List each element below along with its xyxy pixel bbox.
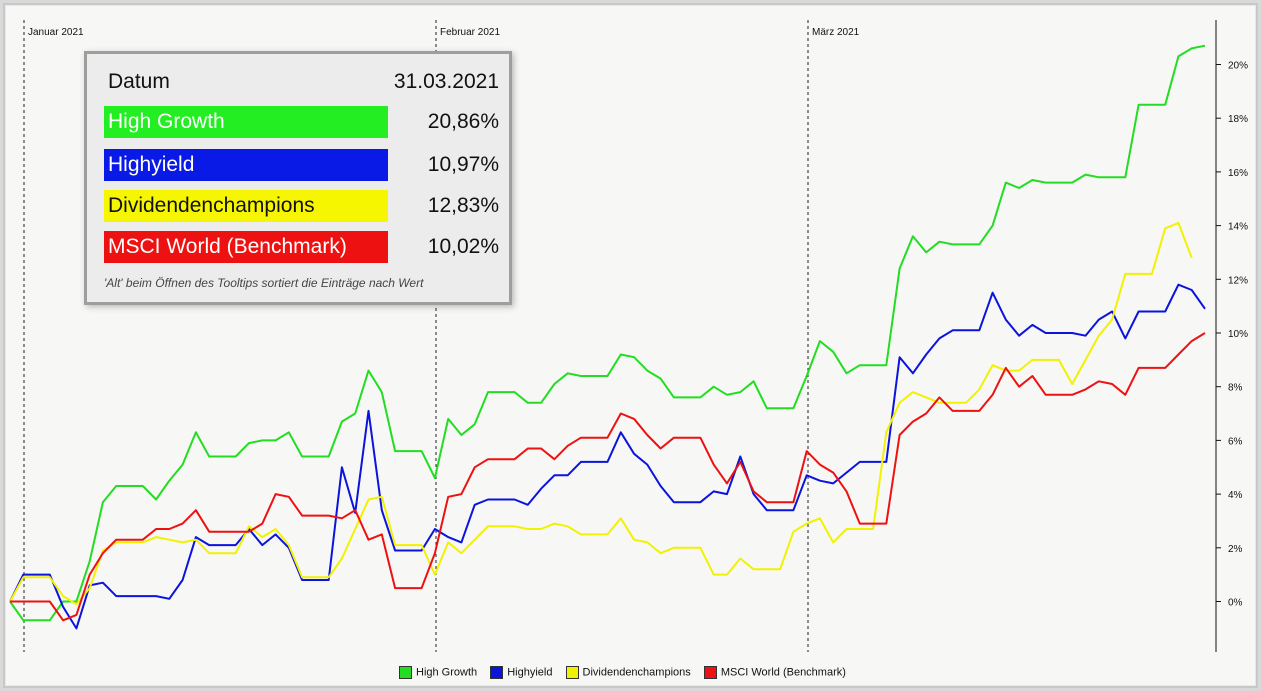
y-tick-label: 2% — [1228, 544, 1243, 555]
tooltip-row-high-growth: High Growth 20,86% — [104, 106, 499, 138]
legend-swatch — [565, 666, 579, 679]
series-line-high-growth — [9, 44, 1206, 622]
legend-label: MSCI World (Benchmark) — [720, 666, 846, 679]
legend-item-highyield[interactable]: Highyield — [490, 666, 552, 679]
tooltip-series-label: MSCI World (Benchmark) — [104, 231, 388, 263]
series-line-msci-world — [10, 332, 1206, 622]
chart-legend: High Growth Highyield Dividendenchampion… — [399, 666, 856, 682]
tooltip-hint: 'Alt' beim Öffnen des Tooltips sortiert … — [104, 276, 424, 290]
series-layer — [9, 44, 1206, 630]
tooltip-series-label: High Growth — [104, 106, 388, 138]
y-tick-label: 0% — [1228, 598, 1243, 609]
tooltip-date-row: Datum 31.03.2021 — [104, 66, 499, 98]
tooltip-series-label: Highyield — [104, 149, 388, 181]
legend-item-msci-world[interactable]: MSCI World (Benchmark) — [703, 666, 846, 679]
month-label: Januar 2021 — [28, 27, 84, 38]
legend-swatch — [703, 666, 717, 679]
legend-label: Dividendenchampions — [582, 666, 691, 679]
value-tooltip: Datum 31.03.2021 High Growth 20,86% High… — [84, 51, 512, 305]
y-tick-label: 20% — [1228, 61, 1248, 72]
y-axis: 0% 2% 4% 6% 8% 10% 12% 14% 16% 18% 20% — [1215, 20, 1248, 652]
month-label: Februar 2021 — [440, 27, 500, 38]
tooltip-series-value: 10,97% — [427, 153, 499, 176]
legend-label: Highyield — [507, 666, 553, 679]
y-tick-label: 14% — [1228, 222, 1248, 233]
month-separators: Januar 2021 Februar 2021 März 2021 — [23, 20, 860, 652]
y-tick-label: 8% — [1228, 383, 1243, 394]
y-tick-label: 6% — [1228, 436, 1243, 447]
legend-swatch — [399, 666, 412, 679]
tooltip-row-dividendenchampions: Dividendenchampions 12,83% — [104, 190, 499, 222]
y-tick-label: 12% — [1228, 275, 1248, 286]
tooltip-series-label: Dividendenchampions — [104, 190, 388, 222]
month-label: März 2021 — [812, 27, 860, 38]
legend-item-high-growth[interactable]: High Growth — [399, 666, 477, 679]
tooltip-row-highyield: Highyield 10,97% — [104, 149, 499, 181]
series-line-dividendenchampions — [9, 221, 1193, 606]
tooltip-date-label: Datum — [108, 70, 170, 93]
tooltip-series-value: 20,86% — [427, 110, 499, 133]
legend-item-dividendenchampions[interactable]: Dividendenchampions — [565, 666, 691, 679]
tooltip-date-value: 31.03.2021 — [393, 70, 499, 93]
tooltip-series-value: 10,02% — [427, 235, 499, 258]
y-tick-label: 18% — [1228, 114, 1248, 125]
y-tick-label: 4% — [1228, 490, 1243, 501]
tooltip-series-value: 12,83% — [427, 194, 499, 217]
series-line-highyield — [9, 283, 1206, 630]
y-tick-label: 10% — [1228, 329, 1248, 340]
legend-swatch — [490, 666, 504, 679]
y-tick-label: 16% — [1228, 168, 1248, 179]
legend-label: High Growth — [416, 666, 478, 679]
tooltip-row-msci-world: MSCI World (Benchmark) 10,02% — [104, 231, 499, 263]
